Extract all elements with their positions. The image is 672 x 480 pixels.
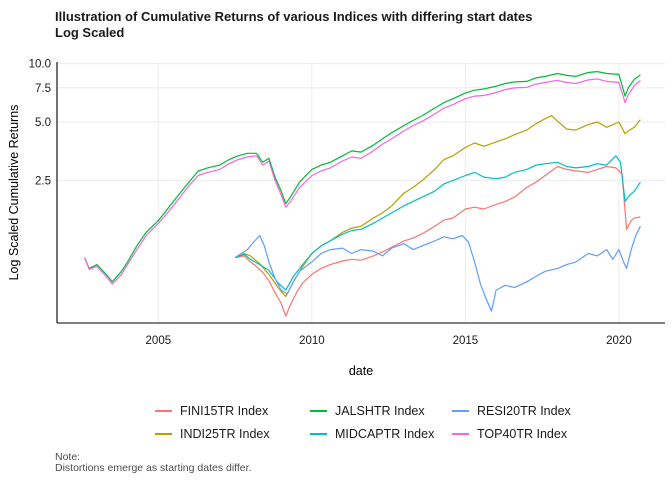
series-line [84,78,641,285]
legend-label: RESI20TR Index [477,404,571,418]
chart-title: Illustration of Cumulative Returns of va… [55,9,533,40]
legend-item: INDI25TR Index [155,425,310,443]
y-tick-label: 5.0 [35,117,51,129]
legend-item: TOP40TR Index [452,425,592,443]
legend-key [452,433,469,435]
chart-note: Note: Distortions emerge as starting dat… [55,451,252,474]
y-axis-ticks: 2.5 5.0 7.5 10.0 [29,59,51,188]
x-axis-label: date [349,364,373,378]
y-axis-label: Log Scaled Cumulative Returns [7,105,21,281]
series-line [234,114,641,298]
legend-label: INDI25TR Index [180,427,270,441]
legend-key [155,410,172,412]
legend-key [452,410,469,412]
legend-label: TOP40TR Index [477,427,568,441]
series-lines [84,70,641,317]
legend: FINI15TR Index JALSHTR Index RESI20TR Inde… [155,402,595,443]
y-tick-label: 7.5 [35,83,51,95]
y-tick-label: 10.0 [29,59,51,71]
legend-label: MIDCAPTR Index [335,427,435,441]
legend-label: FINI15TR Index [180,404,269,418]
legend-key [155,433,172,435]
x-tick-label: 2015 [453,335,479,347]
series-line [234,226,641,312]
legend-key [310,433,327,435]
legend-item: JALSHTR Index [310,402,452,420]
legend-item: RESI20TR Index [452,402,592,420]
y-tick-label: 2.5 [35,175,51,187]
legend-item: FINI15TR Index [155,402,310,420]
x-tick-label: 2005 [146,335,172,347]
grid-lines [57,62,665,323]
legend-item: MIDCAPTR Index [310,425,452,443]
x-tick-label: 2020 [606,335,632,347]
x-tick-label: 2010 [299,335,325,347]
series-line [234,155,641,291]
series-line [234,165,641,317]
legend-key [310,410,327,412]
x-axis-ticks: 2005 2010 2015 2020 [146,335,632,347]
legend-label: JALSHTR Index [335,404,425,418]
series-line [84,70,641,283]
